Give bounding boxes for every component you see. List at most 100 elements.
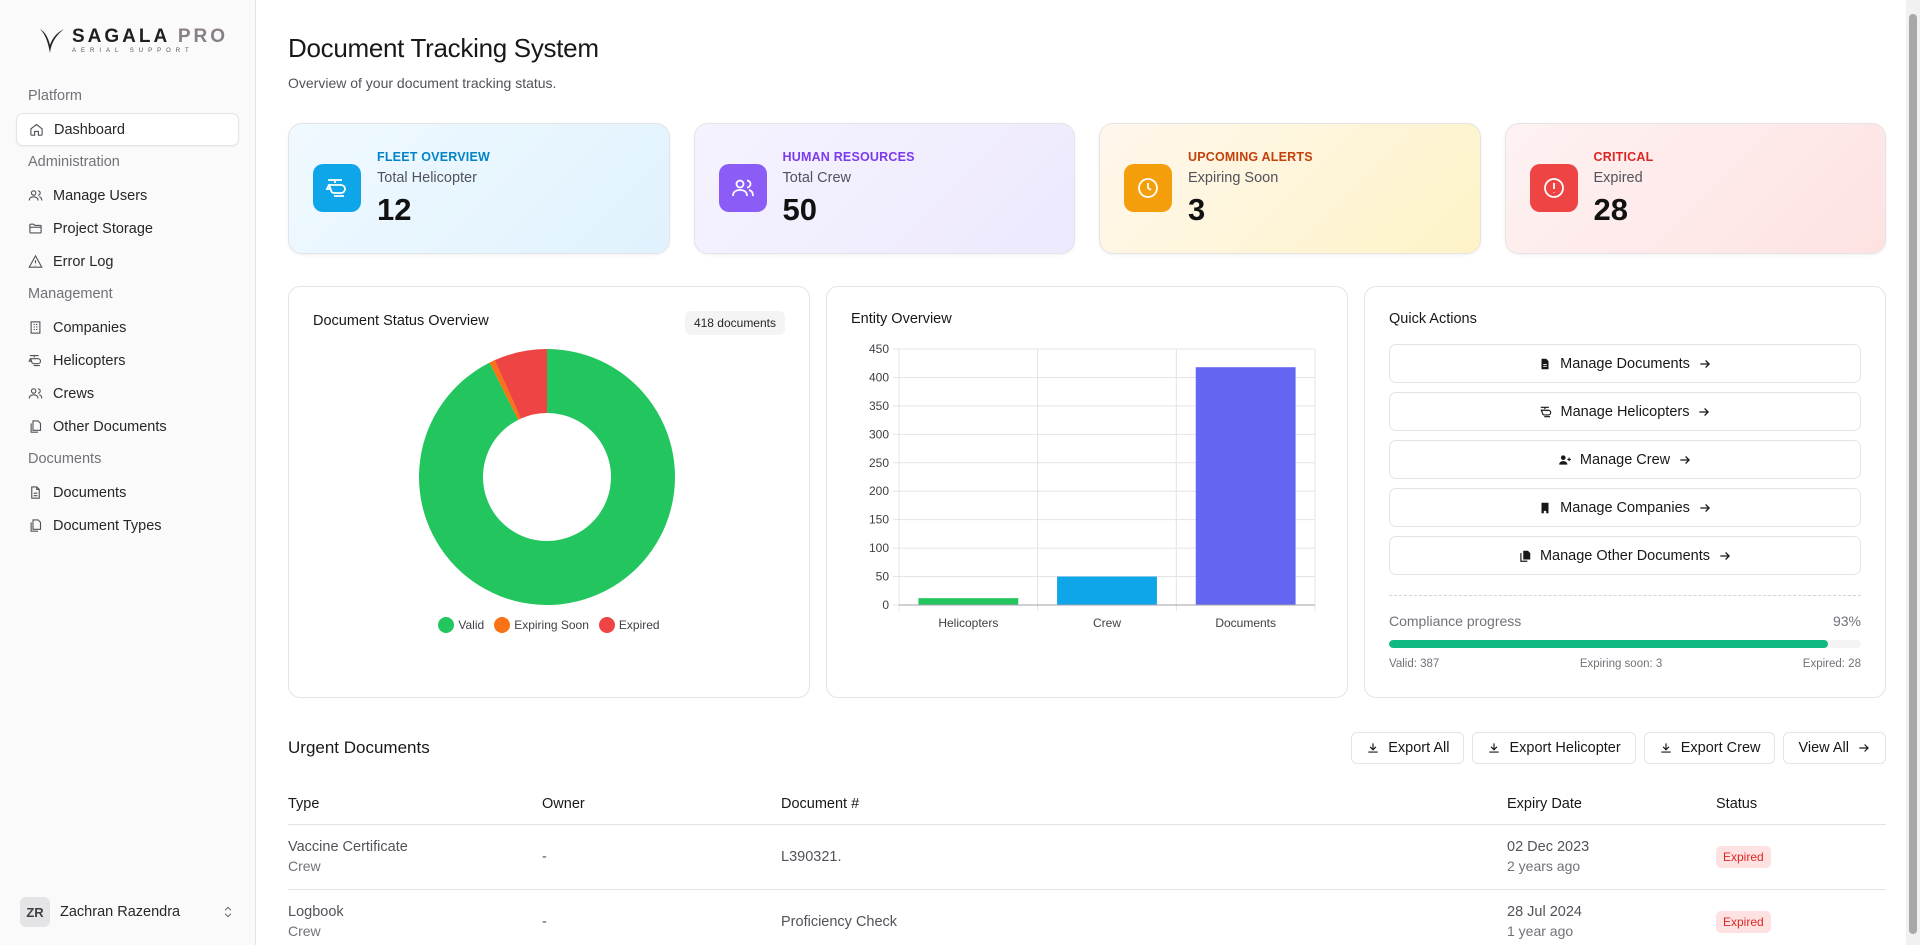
y-tick-label: 250 xyxy=(869,456,889,470)
sidebar-item-label: Other Documents xyxy=(53,418,167,435)
sidebar-item-manage-users[interactable]: Manage Users xyxy=(16,179,239,212)
helicopter-icon xyxy=(28,354,42,367)
sidebar-item-other-documents[interactable]: Other Documents xyxy=(16,410,239,443)
download-icon xyxy=(1489,743,1500,753)
column-header[interactable]: Document # xyxy=(781,784,1507,825)
donut-slice-valid[interactable] xyxy=(419,349,675,605)
export-all-button[interactable]: Export All xyxy=(1351,732,1465,764)
sidebar-item-dashboard[interactable]: Dashboard xyxy=(16,113,239,146)
manage-documents-button[interactable]: Manage Documents xyxy=(1389,344,1861,383)
status-badge: Expired xyxy=(1716,845,1771,868)
nav-group-label: Documents xyxy=(28,451,102,467)
sidebar-item-documents[interactable]: Documents xyxy=(16,476,239,509)
alert-circle-icon xyxy=(1529,163,1578,212)
compliance-percent: 93% xyxy=(1832,613,1861,629)
bar-helicopters[interactable] xyxy=(918,598,1019,605)
sidebar-item-document-types[interactable]: Document Types xyxy=(16,509,239,542)
column-header[interactable]: Owner xyxy=(542,784,781,825)
y-tick-label: 300 xyxy=(869,427,889,441)
sidebar-item-label: Project Storage xyxy=(53,220,153,237)
sidebar-item-error-log[interactable]: Error Log xyxy=(16,245,239,278)
doc-type: Logbook xyxy=(288,904,344,920)
column-header[interactable]: Status xyxy=(1716,784,1886,825)
stat-value: 28 xyxy=(1593,191,1628,227)
y-tick-label: 350 xyxy=(869,399,889,413)
brand-name: SAGALA PRO xyxy=(72,25,228,47)
arrow-right-icon xyxy=(1859,744,1869,752)
sidebar-item-crews[interactable]: Crews xyxy=(16,377,239,410)
sidebar-item-label: Document Types xyxy=(53,517,162,534)
view-all-button[interactable]: View All xyxy=(1783,732,1886,764)
download-icon xyxy=(1368,743,1378,753)
sidebar-item-label: Error Log xyxy=(53,253,114,270)
user-name: Zachran Razendra xyxy=(60,904,181,920)
brand-tagline: AERIAL SUPPORT xyxy=(72,47,194,54)
table-row[interactable]: Vaccine Certificate Crew - L390321. 02 De… xyxy=(288,824,1886,890)
file-icon xyxy=(31,486,40,499)
legend-item-expiring[interactable]: Expiring Soon xyxy=(494,617,589,633)
legend-item-valid[interactable]: Valid xyxy=(438,617,484,633)
donut-slice-expired[interactable] xyxy=(494,349,547,419)
scrollbar-thumb[interactable] xyxy=(1909,14,1917,934)
divider xyxy=(1389,595,1861,596)
bar-crew[interactable] xyxy=(1057,576,1157,605)
brand-logo[interactable]: SAGALA PRO AERIAL SUPPORT xyxy=(0,0,255,80)
export-crew-button[interactable]: Export Crew xyxy=(1643,732,1776,764)
helicopter-icon xyxy=(313,163,361,212)
expiry-date: 02 Dec 2023 xyxy=(1507,839,1590,855)
doc-owner: - xyxy=(542,889,781,945)
stat-label: Total Helicopter xyxy=(377,169,477,186)
files-icon xyxy=(30,519,42,532)
donut-chart xyxy=(419,349,675,605)
nav-group-label: Administration xyxy=(28,154,120,170)
doc-number: L390321. xyxy=(781,824,1507,890)
arrow-right-icon xyxy=(1699,407,1710,416)
users-icon xyxy=(28,190,43,201)
user-menu[interactable]: ZR Zachran Razendra xyxy=(16,893,239,931)
donut-slice-expiring-soon[interactable] xyxy=(489,360,521,420)
compliance-expiring: Expiring soon: 3 xyxy=(1579,658,1663,670)
legend-item-expired[interactable]: Expired xyxy=(598,617,660,633)
export-helicopter-button[interactable]: Export Helicopter xyxy=(1472,732,1636,764)
y-tick-label: 450 xyxy=(869,343,889,356)
arrow-right-icon xyxy=(1720,551,1731,560)
column-header[interactable]: Expiry Date xyxy=(1507,784,1716,825)
stat-eyebrow: UPCOMING ALERTS xyxy=(1188,149,1313,164)
manage-other-documents-button[interactable]: Manage Other Documents xyxy=(1389,536,1861,575)
sidebar-item-companies[interactable]: Companies xyxy=(16,311,239,344)
warning-icon xyxy=(28,254,43,268)
sidebar: SAGALA PRO AERIAL SUPPORT Platform Dashb… xyxy=(0,0,256,945)
stat-eyebrow: CRITICAL xyxy=(1593,149,1654,164)
sidebar-item-helicopters[interactable]: Helicopters xyxy=(16,344,239,377)
y-tick-label: 200 xyxy=(869,484,889,498)
download-icon xyxy=(1661,743,1671,753)
sidebar-item-label: Crews xyxy=(53,385,95,402)
sidebar-item-project-storage[interactable]: Project Storage xyxy=(16,212,239,245)
manage-companies-button[interactable]: Manage Companies xyxy=(1389,488,1861,527)
stat-card-alerts: UPCOMING ALERTS Expiring Soon 3 xyxy=(1099,123,1481,254)
arrow-right-icon xyxy=(1700,359,1710,368)
nav-group-label: Management xyxy=(28,286,113,302)
entity-overview-panel: Entity Overview 0 50 100 150 200 250 300 350 400… xyxy=(826,286,1348,698)
users-icon xyxy=(28,388,43,399)
stat-cards: FLEET OVERVIEW Total Helicopter 12 HUMAN… xyxy=(288,123,1886,254)
building-icon xyxy=(30,321,41,334)
main-content: Document Tracking System Overview of you… xyxy=(256,0,1920,945)
manage-helicopters-button[interactable]: Manage Helicopters xyxy=(1389,392,1861,431)
manage-crew-button[interactable]: Manage Crew xyxy=(1389,440,1861,479)
avatar: ZR xyxy=(20,897,50,927)
column-header[interactable]: Type xyxy=(288,784,542,825)
sidebar-item-label: Helicopters xyxy=(53,352,126,369)
folder-icon xyxy=(29,223,42,234)
y-tick-label: 400 xyxy=(869,370,889,384)
vertical-scrollbar[interactable] xyxy=(1906,0,1920,945)
status-badge: Expired xyxy=(1716,910,1771,933)
page-title: Document Tracking System xyxy=(288,33,599,63)
bar-documents[interactable] xyxy=(1195,367,1296,605)
urgent-documents-table: Type Owner Document # Expiry Date Status… xyxy=(288,784,1886,945)
compliance-label: Compliance progress xyxy=(1389,613,1522,629)
files-icon xyxy=(1520,550,1531,562)
table-row[interactable]: Logbook Crew - Proficiency Check 28 Jul 2… xyxy=(288,889,1886,945)
compliance-progress-bar xyxy=(1389,640,1861,648)
page-subtitle: Overview of your document tracking statu… xyxy=(288,75,557,91)
